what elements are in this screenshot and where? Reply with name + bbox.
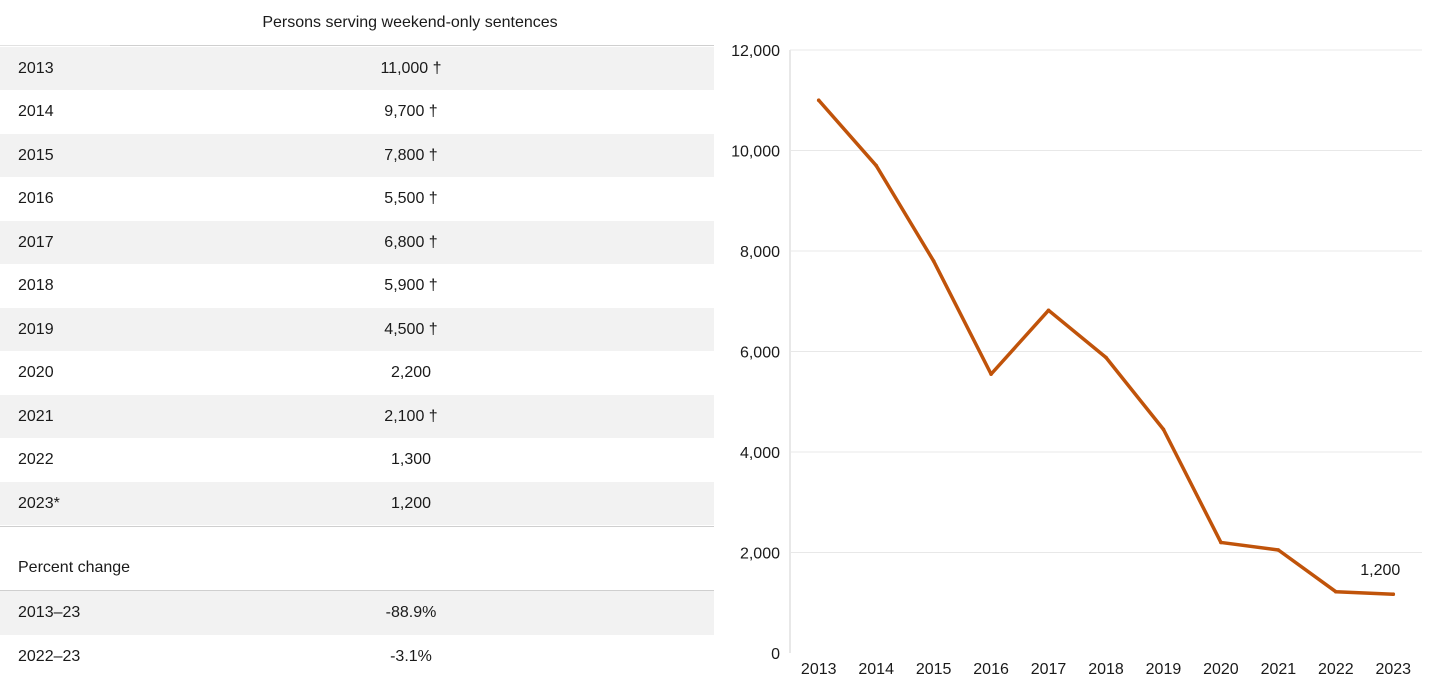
y-tick-label: 0	[771, 646, 780, 663]
table-column-header: Persons serving weekend-only sentences	[262, 14, 558, 31]
table-row: 2017 6,800 †	[0, 221, 714, 265]
header-rule	[110, 45, 714, 46]
data-point	[1334, 589, 1338, 594]
section-divider	[0, 590, 714, 591]
row-value: 2,200	[390, 364, 432, 382]
row-value: 4,500 †	[384, 320, 438, 338]
row-value: 6,800 †	[384, 233, 438, 251]
data-point	[931, 259, 936, 263]
x-tick-label: 2013	[801, 661, 837, 678]
x-tick-label: 2019	[1146, 661, 1182, 678]
data-point	[1046, 308, 1051, 313]
chart-svg: 0 2,000 4,000 6,000 8,000 10,000 12,000 2013 201…	[731, 43, 1422, 678]
row-year: 2022	[18, 451, 54, 469]
data-table: Persons serving weekend-only sentences 2…	[0, 0, 714, 679]
period-label: 2022–23	[18, 648, 81, 665]
data-point	[989, 372, 993, 376]
data-point	[874, 163, 878, 168]
data-point	[1104, 355, 1108, 360]
series-line	[816, 98, 1396, 596]
table-row: 2015 7,800 †	[0, 134, 714, 178]
row-year: 2017	[18, 233, 54, 251]
x-tick-label: 2020	[1203, 661, 1239, 678]
row-value: 2,100 †	[384, 407, 438, 425]
x-tick-label: 2017	[1031, 661, 1067, 678]
row-year: 2021	[18, 407, 54, 425]
x-tick-label: 2014	[858, 661, 894, 678]
x-tick-label: 2015	[916, 661, 952, 678]
row-value: 1,200	[390, 494, 432, 512]
data-label: 1,200	[1360, 562, 1400, 579]
row-value: 1,300	[390, 451, 432, 469]
percent-value: -88.9%	[385, 604, 437, 621]
y-tick-label: 12,000	[731, 43, 780, 60]
row-year: 2013	[18, 59, 54, 77]
row-year: 2015	[18, 146, 54, 164]
row-year: 2020	[18, 364, 54, 382]
data-point	[1276, 548, 1281, 552]
table-row: 2014 9,700 †	[0, 91, 714, 134]
table-row: 2022 1,300	[0, 439, 714, 482]
percent-change-row: 2022–23 -3.1%	[0, 635, 714, 679]
table-row: 2019 4,500 †	[0, 308, 714, 352]
percent-change-label: Percent change	[18, 559, 131, 576]
data-point	[816, 98, 821, 103]
y-tick-label: 4,000	[740, 445, 780, 462]
row-value: 11,000 †	[380, 59, 442, 77]
row-year: 2016	[18, 190, 54, 208]
row-year: 2014	[18, 103, 54, 121]
row-value: 5,500 †	[384, 190, 438, 208]
y-tick-label: 10,000	[731, 144, 780, 161]
table-row: 2020 2,200	[0, 352, 714, 395]
table-row: 2016 5,500 †	[0, 178, 714, 221]
header-rule	[0, 45, 110, 46]
x-tick-label: 2022	[1318, 661, 1354, 678]
y-tick-label: 2,000	[740, 546, 780, 563]
row-value: 5,900 †	[384, 277, 438, 295]
data-point	[1391, 592, 1396, 597]
row-value: 7,800 †	[384, 146, 438, 164]
row-year: 2018	[18, 277, 54, 295]
table-row: 2013 11,000 †	[0, 47, 714, 91]
y-tick-label: 6,000	[740, 345, 780, 362]
percent-change-row: 2013–23 -88.9%	[0, 591, 714, 635]
y-tick-label: 8,000	[740, 244, 780, 261]
table-row: 2018 5,900 †	[0, 265, 714, 308]
percent-value: -3.1%	[390, 648, 432, 665]
line-chart: 0 2,000 4,000 6,000 8,000 10,000 12,000 2013 201…	[714, 0, 1437, 679]
x-tick-label: 2023	[1375, 661, 1411, 678]
period-label: 2013–23	[18, 604, 81, 621]
x-tick-label: 2016	[973, 661, 1009, 678]
row-year: 2019	[18, 320, 54, 338]
table-row: 2021 2,100 †	[0, 395, 714, 439]
table-row: 2023* 1,200	[0, 482, 714, 526]
row-year: 2023*	[18, 494, 60, 512]
x-tick-label: 2018	[1088, 661, 1124, 678]
data-point	[1219, 540, 1223, 545]
row-value: 9,700 †	[384, 103, 438, 121]
x-tick-label: 2021	[1261, 661, 1297, 678]
section-divider	[0, 526, 714, 527]
data-point	[1161, 427, 1166, 432]
